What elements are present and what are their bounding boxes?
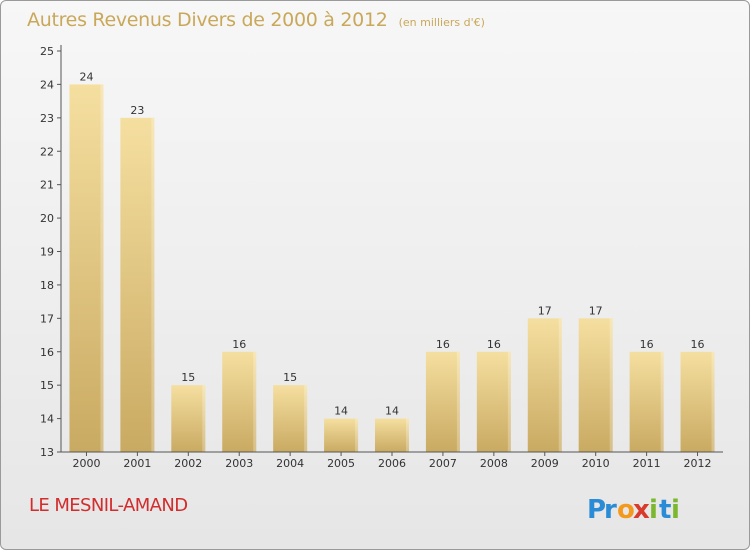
y-tick-label-15: 15 (40, 379, 54, 392)
y-tick-label-18: 18 (40, 279, 54, 292)
labels-layer: 24 2000 23 2001 15 2002 16 2003 15 2004 14 2005 14 20… (40, 45, 712, 470)
bar-highlight-2006 (406, 418, 409, 452)
data-label-2007: 16 (436, 338, 450, 351)
bar-highlight-2007 (456, 351, 460, 452)
x-tick-label-2012: 2012 (684, 457, 712, 470)
bar-highlight-2009 (558, 318, 562, 452)
x-tick-label-2001: 2001 (123, 457, 151, 470)
x-tick-label-2011: 2011 (633, 457, 661, 470)
x-tick-label-2002: 2002 (174, 457, 202, 470)
bar-highlight-2010 (609, 318, 613, 452)
bar-2006 (375, 418, 409, 452)
bar-highlight-2001 (151, 117, 155, 452)
data-label-2004: 15 (283, 371, 297, 384)
logo-letter-2: o (617, 495, 635, 525)
proxiti-logo: Pr ox i t i (587, 495, 680, 525)
y-tick-label-16: 16 (40, 346, 54, 359)
bar-2000 (69, 84, 104, 453)
data-label-2000: 24 (79, 70, 93, 83)
data-label-2002: 15 (181, 371, 195, 384)
y-tick-label-23: 23 (40, 112, 54, 125)
logo-letter-3: x (633, 495, 650, 525)
bar-2011 (629, 351, 664, 452)
y-tick-label-17: 17 (40, 312, 54, 325)
bar-highlight-2002 (202, 385, 206, 452)
bar-highlight-2012 (711, 351, 715, 452)
data-label-2008: 16 (487, 338, 501, 351)
logo-letter-5: t (659, 495, 671, 525)
axis-layer (57, 45, 723, 456)
y-tick-label-24: 24 (40, 78, 54, 91)
bar-2002 (171, 385, 206, 452)
data-label-2005: 14 (334, 405, 348, 418)
data-label-2009: 17 (538, 304, 552, 317)
x-tick-label-2003: 2003 (225, 457, 253, 470)
bar-2008 (476, 351, 511, 452)
x-tick-label-2009: 2009 (531, 457, 559, 470)
bar-2009 (527, 318, 562, 452)
chart-title-text: Autres Revenus Divers de 2000 à 2012 (27, 9, 388, 31)
logo-letter-6: i (671, 495, 680, 525)
data-label-2003: 16 (232, 338, 246, 351)
bar-highlight-2000 (100, 84, 104, 453)
bar-2010 (578, 318, 613, 452)
chart-unit-text: (en milliers d'€) (398, 16, 485, 29)
data-label-2011: 16 (640, 338, 654, 351)
data-label-2012: 16 (691, 338, 705, 351)
bar-2012 (680, 351, 715, 452)
bar-highlight-2008 (507, 351, 511, 452)
data-label-2010: 17 (589, 304, 603, 317)
bars-layer (69, 84, 715, 453)
data-label-2006: 14 (385, 405, 399, 418)
x-tick-label-2000: 2000 (72, 457, 100, 470)
data-label-2001: 23 (130, 104, 144, 117)
x-tick-label-2007: 2007 (429, 457, 457, 470)
bar-highlight-2003 (253, 351, 257, 452)
bar-2001 (120, 117, 155, 452)
bar-2007 (425, 351, 460, 452)
logo-letter-1: r (604, 495, 617, 525)
y-tick-label-19: 19 (40, 246, 54, 259)
x-tick-label-2008: 2008 (480, 457, 508, 470)
y-tick-label-21: 21 (40, 179, 54, 192)
chart-title: Autres Revenus Divers de 2000 à 2012 (en… (27, 9, 485, 31)
y-tick-label-22: 22 (40, 145, 54, 158)
logo-letter-0: P (587, 495, 606, 525)
x-tick-label-2005: 2005 (327, 457, 355, 470)
bar-2003 (222, 351, 257, 452)
y-tick-label-25: 25 (40, 45, 54, 58)
y-tick-label-14: 14 (40, 413, 54, 426)
bar-2004 (273, 385, 308, 452)
place-name: LE MESNIL-AMAND (29, 495, 188, 516)
logo-letter-4: i (649, 495, 658, 525)
x-tick-label-2010: 2010 (582, 457, 610, 470)
bar-highlight-2005 (355, 418, 359, 452)
bar-highlight-2004 (304, 385, 308, 452)
x-tick-label-2006: 2006 (378, 457, 406, 470)
y-tick-label-20: 20 (40, 212, 54, 225)
bar-2005 (324, 418, 359, 452)
y-tick-label-13: 13 (40, 446, 54, 459)
bar-highlight-2011 (660, 351, 664, 452)
x-tick-label-2004: 2004 (276, 457, 304, 470)
